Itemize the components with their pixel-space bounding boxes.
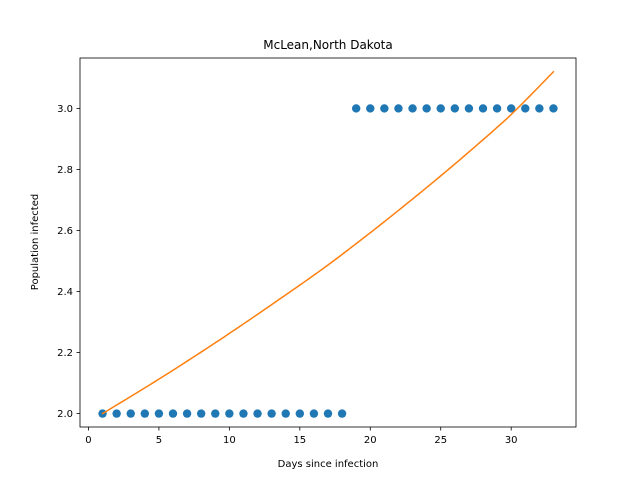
data-point (196, 409, 206, 418)
x-tick-label: 0 (85, 435, 91, 446)
chart-title: McLean,North Dakota (263, 38, 392, 52)
data-point (182, 409, 192, 418)
x-tick-label: 25 (434, 435, 447, 446)
data-point (492, 104, 502, 113)
plot-area (98, 70, 558, 418)
x-axis-title: Days since infection (278, 459, 379, 470)
data-point (549, 104, 558, 113)
data-point (140, 409, 150, 418)
data-point (267, 409, 276, 418)
data-point (337, 409, 347, 418)
data-point (394, 104, 403, 113)
data-point (323, 409, 333, 418)
y-tick-label: 2.2 (57, 348, 73, 359)
data-point (366, 104, 375, 113)
data-point (464, 104, 474, 113)
data-point (225, 409, 234, 418)
y-axis-title: Population infected (30, 194, 41, 290)
data-point (239, 409, 248, 418)
axes-frame (79, 57, 577, 428)
data-point (521, 104, 530, 113)
y-tick-label: 2.4 (57, 287, 73, 298)
data-point (309, 409, 319, 418)
x-tick-label: 30 (505, 435, 518, 446)
data-point (295, 409, 305, 418)
axes: 0 5 10 15 20 25 30 2.0 2.2 2.4 2.6 2.8 3.0 (57, 57, 577, 446)
data-point (450, 104, 460, 113)
data-point (281, 409, 290, 418)
y-tick-label: 2.8 (57, 165, 73, 176)
x-tick-label: 15 (293, 435, 306, 446)
x-tick-label: 10 (223, 435, 236, 446)
data-point (408, 104, 417, 113)
data-point (126, 409, 135, 418)
data-point (351, 104, 361, 113)
data-point (535, 104, 544, 113)
data-point (436, 104, 445, 113)
y-tick-label: 2.0 (57, 409, 73, 420)
x-tick-label: 5 (156, 435, 162, 446)
data-point (168, 409, 178, 418)
data-point (506, 104, 516, 113)
y-tick-label: 2.6 (57, 226, 73, 237)
data-point (253, 409, 262, 418)
data-point (478, 104, 488, 113)
data-point (154, 409, 164, 418)
y-tick-label: 3.0 (57, 104, 73, 115)
x-tick-label: 20 (364, 435, 377, 446)
data-point (422, 104, 431, 113)
fitted-curve-line (101, 70, 555, 415)
data-point (112, 409, 121, 418)
data-point (211, 409, 220, 418)
data-point (380, 104, 389, 113)
